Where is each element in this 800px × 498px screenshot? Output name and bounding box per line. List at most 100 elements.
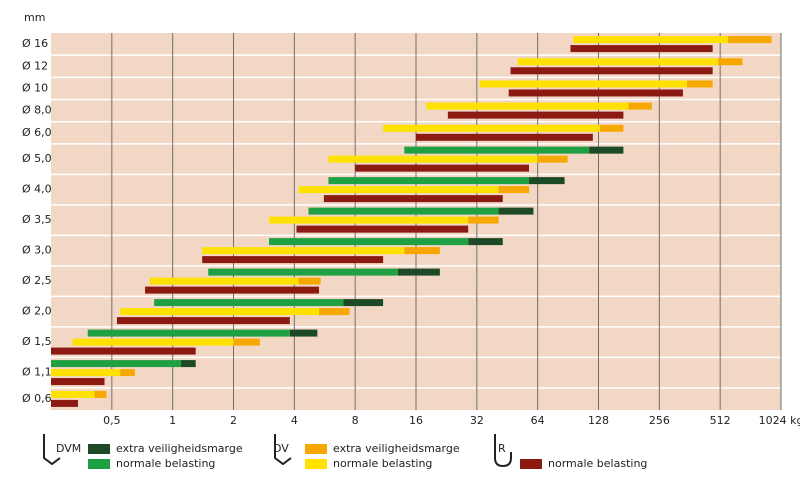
- range-bar: [570, 45, 713, 53]
- x-tick-label: 4: [291, 414, 298, 427]
- range-bar: [383, 124, 600, 132]
- range-bar: [510, 67, 713, 75]
- range-bar: [154, 299, 344, 307]
- x-tick-label: 128: [588, 414, 609, 427]
- y-tick-label: Ø 3,5: [22, 213, 52, 226]
- legend-label: normale belasting: [548, 457, 647, 470]
- range-bar: [447, 111, 624, 119]
- extra-bar: [498, 186, 530, 194]
- range-bar: [328, 177, 530, 185]
- x-tick-label: 16: [409, 414, 423, 427]
- extra-bar: [537, 155, 568, 163]
- range-bar: [269, 238, 469, 246]
- extra-bar: [599, 124, 624, 132]
- x-tick-label: 8: [352, 414, 359, 427]
- extra-bar: [94, 390, 107, 398]
- range-bar: [508, 89, 683, 97]
- extra-bar: [728, 36, 772, 44]
- range-bar: [51, 378, 105, 386]
- range-bar: [145, 286, 320, 294]
- range-bar: [416, 133, 593, 141]
- range-bar: [323, 195, 503, 203]
- y-tick-label: Ø 5,0: [22, 152, 52, 165]
- extra-bar: [289, 329, 318, 337]
- extra-bar: [718, 58, 743, 66]
- dv-icon: [274, 434, 292, 466]
- range-bar: [355, 164, 530, 172]
- range-bar: [517, 58, 719, 66]
- extra-bar: [468, 238, 503, 246]
- range-bar: [149, 277, 299, 285]
- x-tick-label: 32: [470, 414, 484, 427]
- legend-swatch: [305, 444, 327, 454]
- y-tick-label: Ø 1,5: [22, 335, 52, 348]
- y-tick-label: Ø 8,0: [22, 104, 52, 117]
- legend-swatch: [520, 459, 542, 469]
- y-tick-label: Ø 6,0: [22, 126, 52, 139]
- legend-label: extra veiligheidsmarge: [116, 442, 243, 455]
- y-tick-label: Ø 4,0: [22, 183, 52, 196]
- y-unit: mm: [24, 11, 45, 24]
- y-tick-label: Ø 0,6: [22, 392, 52, 405]
- y-tick-label: Ø 12: [22, 59, 48, 72]
- range-bar: [202, 256, 384, 264]
- legend-swatch: [88, 444, 110, 454]
- y-tick-label: Ø 16: [22, 37, 48, 50]
- legend-label: normale belasting: [333, 457, 432, 470]
- legend-group: DV: [273, 442, 289, 455]
- range-bar: [208, 268, 398, 276]
- range-bar: [296, 225, 469, 233]
- extra-bar: [498, 207, 534, 215]
- x-tick-label: 256: [649, 414, 670, 427]
- x-tick-label: 1024 kg: [759, 414, 800, 427]
- range-bar: [51, 360, 182, 368]
- extra-bar: [686, 80, 713, 88]
- legend-swatch: [88, 459, 110, 469]
- range-bar: [328, 155, 538, 163]
- range-bar: [202, 247, 405, 255]
- range-bar: [426, 102, 629, 110]
- range-bar: [51, 399, 78, 407]
- range-bar: [51, 369, 121, 377]
- extra-bar: [404, 247, 440, 255]
- y-tick-label: Ø 2,5: [22, 274, 52, 287]
- x-tick-label: 2: [230, 414, 237, 427]
- extra-bar: [468, 216, 499, 224]
- range-bar: [308, 207, 499, 215]
- extra-bar: [120, 369, 135, 377]
- y-tick-label: Ø 2,0: [22, 305, 52, 318]
- legend-label: normale belasting: [116, 457, 215, 470]
- range-bar: [120, 308, 320, 316]
- legend-group: DVM: [56, 442, 81, 455]
- extra-bar: [181, 360, 196, 368]
- x-tick-label: 1: [169, 414, 176, 427]
- x-tick-label: 0,5: [103, 414, 121, 427]
- y-tick-label: Ø 10: [22, 81, 48, 94]
- legend-group: R: [498, 442, 506, 455]
- range-bar: [51, 347, 196, 355]
- range-bar: [87, 329, 290, 337]
- dvm-icon: [43, 434, 61, 466]
- y-tick-label: Ø 3,0: [22, 244, 52, 257]
- range-bar: [479, 80, 687, 88]
- range-bar: [269, 216, 469, 224]
- legend-icons: [43, 434, 512, 468]
- range-bar: [72, 338, 234, 346]
- legend-swatch: [305, 459, 327, 469]
- extra-bar: [529, 177, 565, 185]
- x-tick-label: 512: [710, 414, 731, 427]
- range-bar: [573, 36, 729, 44]
- range-bar: [51, 390, 95, 398]
- extra-bar: [589, 146, 624, 154]
- extra-bar: [233, 338, 260, 346]
- x-tick-label: 64: [531, 414, 545, 427]
- r-icon: [494, 434, 512, 468]
- extra-bar: [319, 308, 350, 316]
- extra-bar: [628, 102, 652, 110]
- extra-bar: [397, 268, 440, 276]
- range-bar: [116, 317, 290, 325]
- range-bar: [404, 146, 590, 154]
- legend-label: extra veiligheidsmarge: [333, 442, 460, 455]
- y-tick-label: Ø 1,1: [22, 366, 52, 379]
